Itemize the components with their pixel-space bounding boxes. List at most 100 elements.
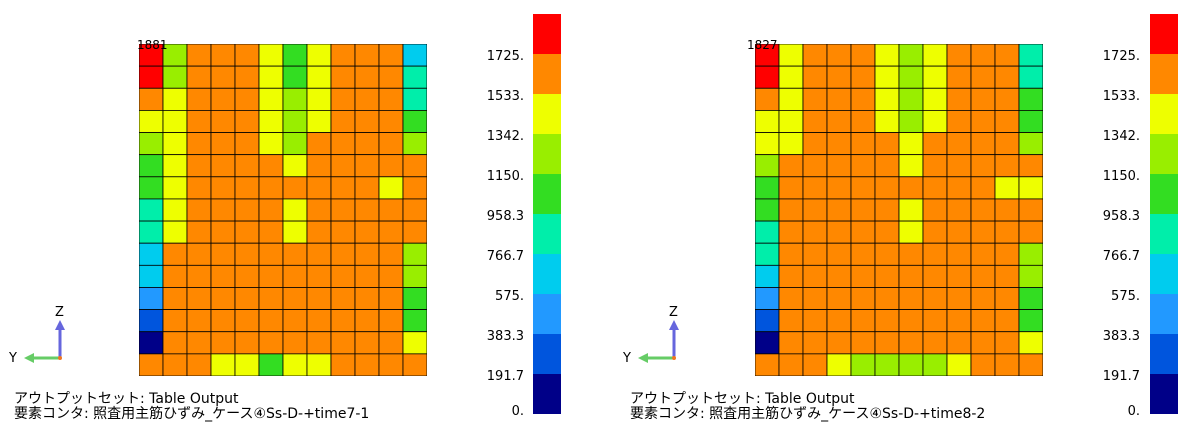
mesh-element bbox=[802, 154, 828, 178]
mesh-element bbox=[1018, 264, 1043, 288]
mesh-element bbox=[258, 110, 284, 133]
mesh-element bbox=[826, 242, 852, 266]
mesh-element bbox=[210, 331, 236, 355]
mesh-element bbox=[306, 220, 332, 244]
mesh-element bbox=[186, 65, 212, 89]
mesh-element bbox=[282, 176, 308, 200]
mesh-element bbox=[755, 87, 780, 111]
mesh-element bbox=[850, 242, 876, 266]
mesh-element bbox=[282, 65, 308, 89]
mesh-element bbox=[778, 110, 804, 133]
legend-label: 575. bbox=[1111, 289, 1140, 304]
mesh-element bbox=[139, 65, 164, 89]
mesh-element bbox=[898, 65, 924, 89]
mesh-element bbox=[778, 353, 804, 376]
mesh-element bbox=[778, 309, 804, 333]
legend-label: 575. bbox=[495, 289, 524, 304]
mesh-element bbox=[898, 176, 924, 200]
mesh-element bbox=[898, 132, 924, 156]
mesh-element bbox=[282, 264, 308, 288]
mesh-element bbox=[826, 110, 852, 133]
mesh-element bbox=[874, 87, 900, 111]
mesh-element bbox=[402, 154, 427, 178]
mesh-element bbox=[778, 44, 804, 67]
mesh-element bbox=[258, 287, 284, 310]
mesh-element bbox=[234, 220, 260, 244]
mesh-element bbox=[402, 264, 427, 288]
mesh-element bbox=[282, 287, 308, 310]
legend-label: 383.3 bbox=[1102, 329, 1140, 344]
mesh-element bbox=[778, 176, 804, 200]
mesh-element bbox=[755, 65, 780, 89]
mesh-element bbox=[258, 198, 284, 222]
mesh-element bbox=[139, 264, 164, 288]
mesh-element bbox=[378, 220, 404, 244]
mesh-element bbox=[210, 132, 236, 156]
mesh-element bbox=[378, 176, 404, 200]
mesh-element bbox=[1018, 287, 1043, 310]
color-legend-2 bbox=[1150, 14, 1178, 414]
mesh-element bbox=[186, 287, 212, 310]
mesh-element bbox=[970, 44, 996, 67]
mesh-element bbox=[898, 264, 924, 288]
mesh-element bbox=[354, 176, 380, 200]
mesh-element bbox=[1018, 65, 1043, 89]
mesh-element bbox=[258, 331, 284, 355]
mesh-element bbox=[874, 287, 900, 310]
mesh-element bbox=[922, 198, 948, 222]
mesh-element bbox=[162, 353, 188, 376]
mesh-element bbox=[378, 309, 404, 333]
output-set-line: アウトプットセット: Table Output bbox=[630, 391, 855, 407]
mesh-element bbox=[874, 44, 900, 67]
mesh-element bbox=[282, 44, 308, 67]
mesh-element bbox=[258, 154, 284, 178]
mesh-element bbox=[802, 65, 828, 89]
legend-swatch bbox=[533, 94, 561, 134]
mesh-element bbox=[306, 110, 332, 133]
mesh-element bbox=[755, 242, 780, 266]
mesh-element bbox=[402, 198, 427, 222]
axis-triad: Z Y bbox=[622, 300, 682, 370]
mesh-element bbox=[354, 309, 380, 333]
mesh-element bbox=[258, 242, 284, 266]
mesh-element bbox=[306, 154, 332, 178]
mesh-element bbox=[1018, 198, 1043, 222]
mesh-element bbox=[970, 353, 996, 376]
mesh-element bbox=[402, 65, 427, 89]
mesh-element bbox=[402, 87, 427, 111]
mesh-element bbox=[946, 65, 972, 89]
mesh-element bbox=[1018, 110, 1043, 133]
mesh-element bbox=[755, 264, 780, 288]
legend-swatch bbox=[533, 174, 561, 214]
mesh-element bbox=[378, 331, 404, 355]
mesh-element bbox=[826, 309, 852, 333]
mesh-element bbox=[330, 287, 356, 310]
mesh-element bbox=[282, 353, 308, 376]
legend-label: 958.3 bbox=[1102, 209, 1140, 224]
legend-swatch bbox=[1150, 134, 1178, 174]
legend-swatch bbox=[1150, 94, 1178, 134]
mesh-element bbox=[402, 110, 427, 133]
mesh-element bbox=[186, 44, 212, 67]
mesh-element bbox=[330, 87, 356, 111]
mesh-element bbox=[898, 220, 924, 244]
y-axis-label: Y bbox=[9, 351, 17, 366]
mesh-element bbox=[850, 176, 876, 200]
mesh-element bbox=[378, 87, 404, 111]
mesh-element bbox=[234, 87, 260, 111]
mesh-element bbox=[874, 331, 900, 355]
mesh-element bbox=[994, 220, 1020, 244]
mesh-element bbox=[186, 353, 212, 376]
mesh-element bbox=[898, 44, 924, 67]
mesh-element bbox=[826, 220, 852, 244]
mesh-element bbox=[970, 198, 996, 222]
mesh-element bbox=[755, 176, 780, 200]
legend-label: 1725. bbox=[486, 49, 524, 64]
mesh-element bbox=[139, 132, 164, 156]
mesh-element bbox=[922, 65, 948, 89]
mesh-element bbox=[306, 65, 332, 89]
mesh-element bbox=[354, 154, 380, 178]
mesh-element bbox=[1018, 309, 1043, 333]
mesh-element bbox=[306, 353, 332, 376]
mesh-element bbox=[898, 331, 924, 355]
